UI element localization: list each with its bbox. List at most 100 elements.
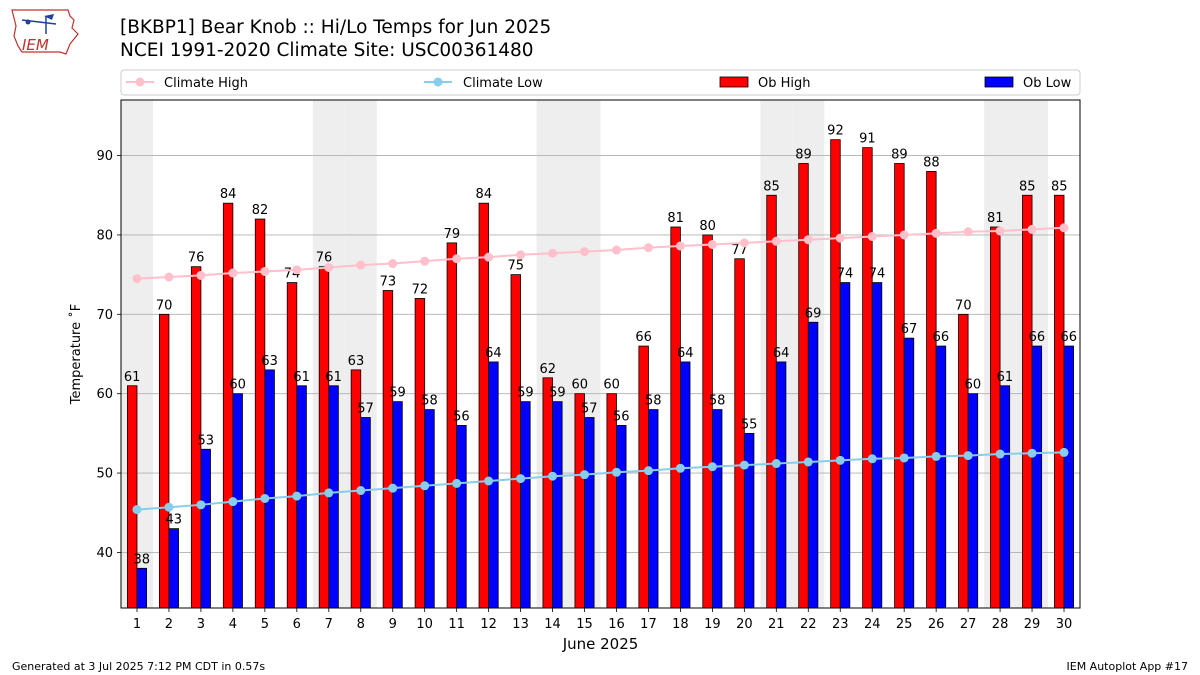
x-tick-label: 29 bbox=[1024, 617, 1041, 632]
ob-low-bar bbox=[839, 282, 851, 609]
x-tick-label: 4 bbox=[229, 617, 237, 632]
ob-high-bar bbox=[382, 290, 394, 609]
ob-low-bar bbox=[1063, 345, 1075, 609]
climate-low-point bbox=[484, 476, 494, 486]
ob-low-label: 63 bbox=[261, 354, 278, 369]
ob-low-label: 56 bbox=[453, 409, 470, 424]
x-tick-label: 3 bbox=[197, 617, 205, 632]
ob-high-bar bbox=[542, 377, 553, 609]
ob-low-label: 64 bbox=[677, 346, 694, 361]
ob-low-label: 66 bbox=[1029, 330, 1046, 345]
ob-low-bar bbox=[616, 425, 627, 609]
ob-high-label: 85 bbox=[1051, 179, 1068, 194]
y-axis-label: Temperature ˚F bbox=[68, 304, 84, 405]
ob-high-label: 81 bbox=[667, 211, 684, 226]
climate-low-point bbox=[132, 505, 142, 515]
climate-high-point bbox=[228, 268, 238, 278]
legend-climate-high-marker bbox=[135, 77, 145, 87]
climate-high-point bbox=[1027, 224, 1037, 234]
generated-timestamp: Generated at 3 Jul 2025 7:12 PM CDT in 0… bbox=[12, 660, 266, 673]
ob-low-bar bbox=[1031, 345, 1043, 609]
climate-high-point bbox=[931, 228, 941, 238]
x-tick-label: 1 bbox=[133, 617, 141, 632]
ob-high-label: 81 bbox=[987, 211, 1004, 226]
ob-high-bar bbox=[766, 194, 777, 609]
ob-high-bar bbox=[574, 393, 585, 609]
climate-high-point bbox=[548, 248, 558, 258]
ob-high-label: 73 bbox=[380, 275, 397, 290]
legend-ob-high-swatch bbox=[719, 76, 749, 88]
ob-low-label: 58 bbox=[421, 394, 438, 409]
ob-low-bar bbox=[648, 409, 659, 609]
x-tick-label: 5 bbox=[261, 617, 269, 632]
climate-low-point bbox=[739, 460, 749, 470]
ob-low-label: 69 bbox=[805, 306, 822, 321]
ob-low-bar bbox=[935, 345, 947, 609]
x-axis-label: June 2025 bbox=[562, 635, 639, 653]
climate-low-point bbox=[963, 451, 973, 461]
ob-low-bar bbox=[168, 528, 179, 609]
x-tick-label: 14 bbox=[544, 617, 561, 632]
ob-low-label: 58 bbox=[645, 394, 662, 409]
ob-high-bar bbox=[798, 163, 809, 609]
ob-low-label: 66 bbox=[933, 330, 950, 345]
climate-low-point bbox=[1027, 448, 1037, 458]
x-tick-label: 28 bbox=[992, 617, 1009, 632]
y-tick-label: 80 bbox=[96, 228, 113, 243]
ob-high-label: 92 bbox=[827, 124, 844, 139]
ob-low-label: 43 bbox=[165, 513, 182, 528]
ob-low-bar bbox=[520, 401, 531, 609]
climate-low-point bbox=[548, 471, 558, 481]
ob-high-bar bbox=[318, 266, 330, 609]
legend-climate-high-label: Climate High bbox=[164, 76, 248, 91]
ob-low-label: 57 bbox=[581, 402, 598, 417]
climate-high-point bbox=[707, 239, 717, 249]
climate-low-point bbox=[164, 502, 174, 512]
plot-frame bbox=[120, 99, 1081, 609]
ob-high-label: 85 bbox=[763, 179, 780, 194]
climate-high-point bbox=[899, 230, 909, 240]
ob-high-label: 75 bbox=[508, 259, 525, 274]
ob-low-bar bbox=[200, 448, 211, 609]
climate-high-point bbox=[643, 243, 653, 253]
climate-high-point bbox=[580, 247, 590, 257]
climate-high-point bbox=[132, 274, 142, 284]
ob-low-label: 56 bbox=[613, 409, 630, 424]
legend-ob-low-label: Ob Low bbox=[1023, 76, 1072, 91]
ob-high-bar bbox=[286, 282, 298, 609]
ob-high-bar bbox=[510, 274, 521, 609]
ob-high-bar bbox=[990, 226, 1001, 609]
ob-high-label: 80 bbox=[699, 219, 716, 234]
climate-high-point bbox=[260, 266, 270, 276]
app-credit: IEM Autoplot App #17 bbox=[1066, 660, 1189, 673]
x-tick-label: 17 bbox=[640, 617, 657, 632]
climate-high-point bbox=[196, 270, 206, 280]
x-tick-label: 21 bbox=[768, 617, 785, 632]
chart-subtitle: NCEI 1991-2020 Climate Site: USC00361480 bbox=[120, 40, 534, 61]
climate-low-point bbox=[835, 455, 845, 465]
climate-low-point bbox=[452, 478, 462, 488]
climate-low-point bbox=[420, 481, 430, 491]
ob-low-label: 61 bbox=[997, 370, 1014, 385]
climate-high-point bbox=[292, 265, 302, 275]
ob-high-label: 70 bbox=[955, 298, 972, 313]
climate-low-point bbox=[611, 467, 621, 477]
ob-low-bar bbox=[136, 567, 147, 609]
climate-high-point bbox=[611, 245, 621, 255]
climate-high-point bbox=[963, 227, 973, 237]
ob-low-label: 58 bbox=[709, 394, 726, 409]
ob-low-label: 57 bbox=[357, 402, 374, 417]
ob-high-bar bbox=[222, 202, 234, 609]
climate-high-point bbox=[739, 238, 749, 248]
climate-low-point bbox=[516, 474, 526, 484]
ob-low-label: 74 bbox=[869, 267, 886, 282]
ob-low-bar bbox=[871, 282, 883, 609]
climate-low-point bbox=[324, 488, 334, 498]
legend-climate-low-marker bbox=[433, 77, 443, 87]
ob-high-label: 84 bbox=[476, 187, 493, 202]
legend-ob-low-swatch bbox=[984, 76, 1014, 88]
ob-low-label: 67 bbox=[901, 322, 918, 337]
climate-low-point bbox=[1059, 447, 1069, 457]
ob-low-label: 38 bbox=[134, 552, 151, 567]
ob-low-label: 60 bbox=[965, 378, 982, 393]
